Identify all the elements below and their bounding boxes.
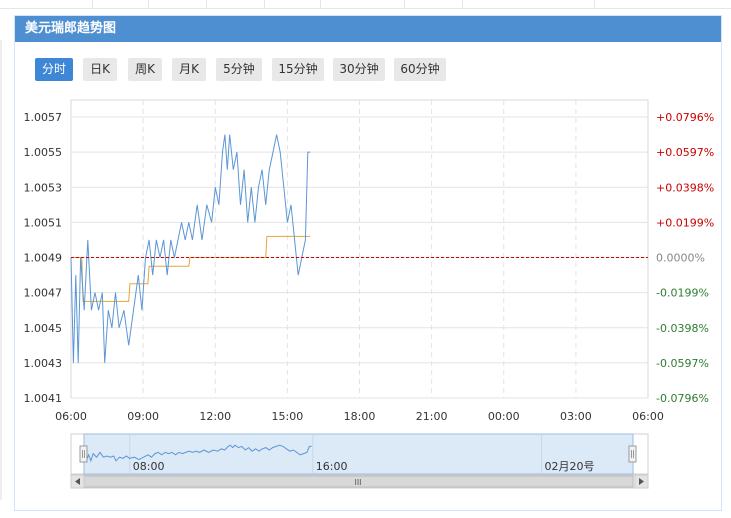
scrollbar-grip: III bbox=[354, 478, 361, 487]
top-strip-divider bbox=[320, 0, 321, 8]
price-line bbox=[70, 134, 311, 363]
tab-monthly-k[interactable]: 月K bbox=[172, 58, 206, 81]
x-tick-label: 21:00 bbox=[416, 410, 448, 423]
pct-tick-label: 0.0000% bbox=[656, 252, 705, 265]
y-tick-label: 1.0053 bbox=[24, 181, 63, 194]
top-strip-divider bbox=[206, 0, 207, 8]
y-tick-label: 1.0055 bbox=[24, 146, 63, 159]
pct-axis-ticks: +0.0796% +0.0597% +0.0398% +0.0199% 0.0000% -… bbox=[656, 111, 714, 405]
x-tick-label: 00:00 bbox=[488, 410, 520, 423]
y-tick-label: 1.0043 bbox=[24, 357, 63, 370]
range-navigator: 08:00 16:00 02月20号 bbox=[70, 433, 649, 475]
scroll-left-icon bbox=[75, 478, 80, 485]
top-strip-divider bbox=[404, 0, 405, 8]
top-strip bbox=[0, 0, 731, 9]
pct-tick-label: +0.0199% bbox=[656, 216, 714, 229]
x-tick-label: 15:00 bbox=[272, 410, 304, 423]
top-strip-divider bbox=[462, 0, 463, 8]
y-tick-label: 1.0041 bbox=[24, 392, 63, 405]
y-tick-label: 1.0045 bbox=[24, 322, 63, 335]
y-axis-ticks: 1.0057 1.0055 1.0053 1.0051 1.0049 1.0047 1.00… bbox=[24, 111, 63, 405]
scroll-right-icon bbox=[639, 478, 644, 485]
y-tick-label: 1.0049 bbox=[24, 252, 63, 265]
navigator-label: 02月20号 bbox=[545, 460, 595, 473]
navigator-price-line bbox=[83, 444, 312, 463]
y-tick-label: 1.0057 bbox=[24, 111, 63, 124]
tab-intraday[interactable]: 分时 bbox=[35, 58, 73, 81]
top-strip-divider bbox=[594, 0, 595, 8]
top-strip-divider bbox=[264, 0, 265, 8]
pct-tick-label: -0.0796% bbox=[656, 392, 709, 405]
tab-5min[interactable]: 5分钟 bbox=[216, 58, 262, 81]
top-strip-divider bbox=[92, 0, 93, 8]
x-tick-label: 06:00 bbox=[632, 410, 664, 423]
left-edge-border bbox=[0, 40, 2, 500]
pct-tick-label: -0.0398% bbox=[656, 322, 709, 335]
tab-daily-k[interactable]: 日K bbox=[83, 58, 117, 81]
x-tick-label: 03:00 bbox=[560, 410, 592, 423]
tab-15min[interactable]: 15分钟 bbox=[272, 58, 324, 81]
panel-title: 美元瑞郎趋势图 bbox=[15, 16, 721, 42]
navigator-scrollbar: III bbox=[70, 474, 649, 489]
pct-tick-label: -0.0199% bbox=[656, 287, 709, 300]
x-axis-ticks: 06:00 09:00 12:00 15:00 18:00 21:00 00:00 03:00… bbox=[55, 410, 664, 423]
y-tick-label: 1.0047 bbox=[24, 287, 63, 300]
tab-weekly-k[interactable]: 周K bbox=[128, 58, 162, 81]
chart-grid bbox=[70, 99, 649, 399]
pct-tick-label: +0.0796% bbox=[656, 111, 714, 124]
trend-chart-panel: 美元瑞郎趋势图 分时 日K 周K 月K 5分钟 15分钟 30分钟 60分钟 bbox=[14, 15, 722, 511]
navigator-label: 08:00 bbox=[133, 460, 165, 473]
average-price-line bbox=[71, 235, 311, 302]
navigator-label: 16:00 bbox=[316, 460, 348, 473]
tab-60min[interactable]: 60分钟 bbox=[394, 58, 446, 81]
x-tick-label: 18:00 bbox=[344, 410, 376, 423]
top-strip-divider bbox=[148, 0, 149, 8]
y-tick-label: 1.0051 bbox=[24, 216, 63, 229]
pct-tick-label: -0.0597% bbox=[656, 357, 709, 370]
x-tick-label: 12:00 bbox=[199, 410, 231, 423]
navigator-right-handle[interactable] bbox=[628, 445, 637, 463]
x-tick-label: 06:00 bbox=[55, 410, 87, 423]
navigator-grid bbox=[129, 434, 542, 474]
x-tick-label: 09:00 bbox=[127, 410, 159, 423]
tab-30min[interactable]: 30分钟 bbox=[333, 58, 385, 81]
pct-tick-label: +0.0398% bbox=[656, 181, 714, 194]
navigator-left-handle[interactable] bbox=[79, 445, 88, 463]
pct-tick-label: +0.0597% bbox=[656, 146, 714, 159]
